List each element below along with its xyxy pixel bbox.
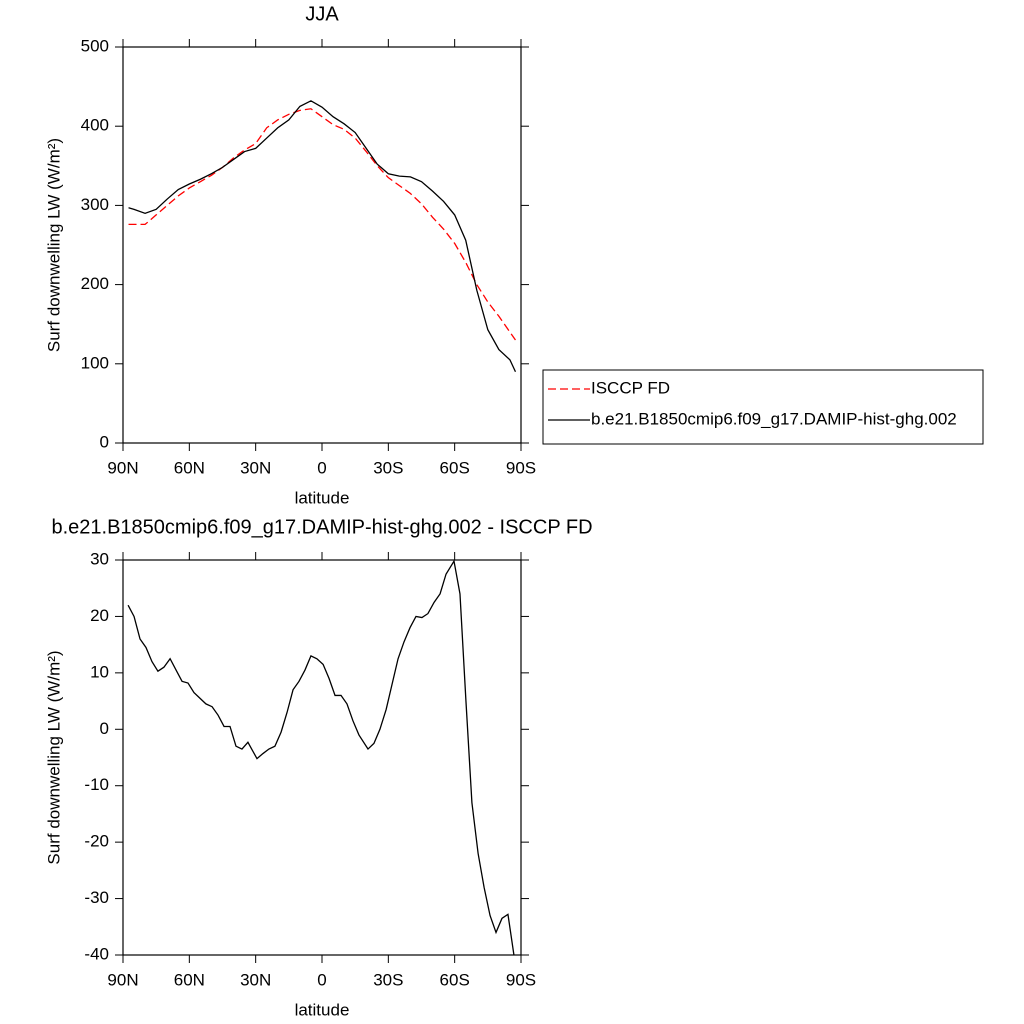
x-tick-label: 0: [317, 970, 326, 989]
y-tick-label: 0: [100, 719, 109, 738]
x-tick-label: 30S: [373, 970, 403, 989]
legend-label: ISCCP FD: [591, 378, 670, 397]
x-tick-label: 90N: [107, 458, 138, 477]
x-axis-label: latitude: [295, 488, 350, 507]
legend-box: [542, 369, 984, 445]
x-tick-label: 60N: [174, 458, 205, 477]
y-tick-label: 30: [90, 549, 109, 568]
y-tick-label: 400: [81, 116, 109, 135]
x-tick-label: 30S: [373, 458, 403, 477]
chart-title: b.e21.B1850cmip6.f09_g17.DAMIP-hist-ghg.…: [51, 516, 592, 538]
x-tick-label: 60S: [440, 458, 470, 477]
y-tick-label: 300: [81, 195, 109, 214]
y-tick-label: -40: [84, 944, 109, 963]
chart-title: JJA: [305, 3, 339, 25]
x-tick-label: 90N: [107, 970, 138, 989]
plot-frame: [122, 46, 522, 444]
x-tick-label: 60S: [440, 970, 470, 989]
y-axis-label: Surf downwelling LW (W/m²): [44, 138, 63, 352]
y-axis-label: Surf downwelling LW (W/m²): [44, 650, 63, 864]
y-tick-label: -10: [84, 775, 109, 794]
x-tick-label: 90S: [506, 970, 536, 989]
y-tick-label: -20: [84, 832, 109, 851]
data-line: [128, 100, 517, 372]
x-tick-label: 90S: [506, 458, 536, 477]
data-line: [127, 559, 515, 956]
data-line: [128, 108, 517, 341]
y-tick-label: 20: [90, 606, 109, 625]
x-tick-label: 0: [317, 458, 326, 477]
y-tick-label: 200: [81, 274, 109, 293]
y-tick-label: 0: [100, 432, 109, 451]
x-tick-label: 30N: [240, 458, 271, 477]
x-tick-label: 60N: [174, 970, 205, 989]
plot-frame: [122, 559, 522, 956]
y-tick-label: 100: [81, 353, 109, 372]
x-axis-label: latitude: [295, 1000, 350, 1019]
y-tick-label: 10: [90, 662, 109, 681]
y-tick-label: -30: [84, 888, 109, 907]
y-tick-label: 500: [81, 36, 109, 55]
legend-label: b.e21.B1850cmip6.f09_g17.DAMIP-hist-ghg.…: [591, 409, 957, 428]
x-tick-label: 30N: [240, 970, 271, 989]
